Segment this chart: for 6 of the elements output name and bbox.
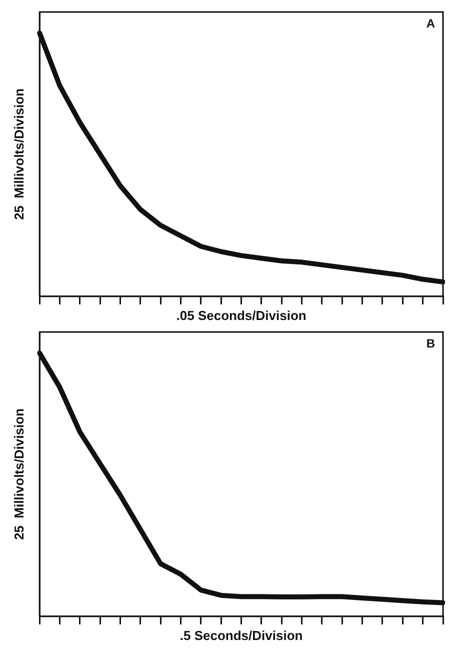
text: B [426,336,436,350]
x-axis-title: .05 Seconds/Division [176,308,306,323]
text: A [426,16,436,30]
y-axis-title: 25 Millivolts/Division [11,408,26,540]
x-axis-title: .5 Seconds/Division [180,628,303,643]
y-axis-title: 25 Millivolts/Division [11,88,26,220]
